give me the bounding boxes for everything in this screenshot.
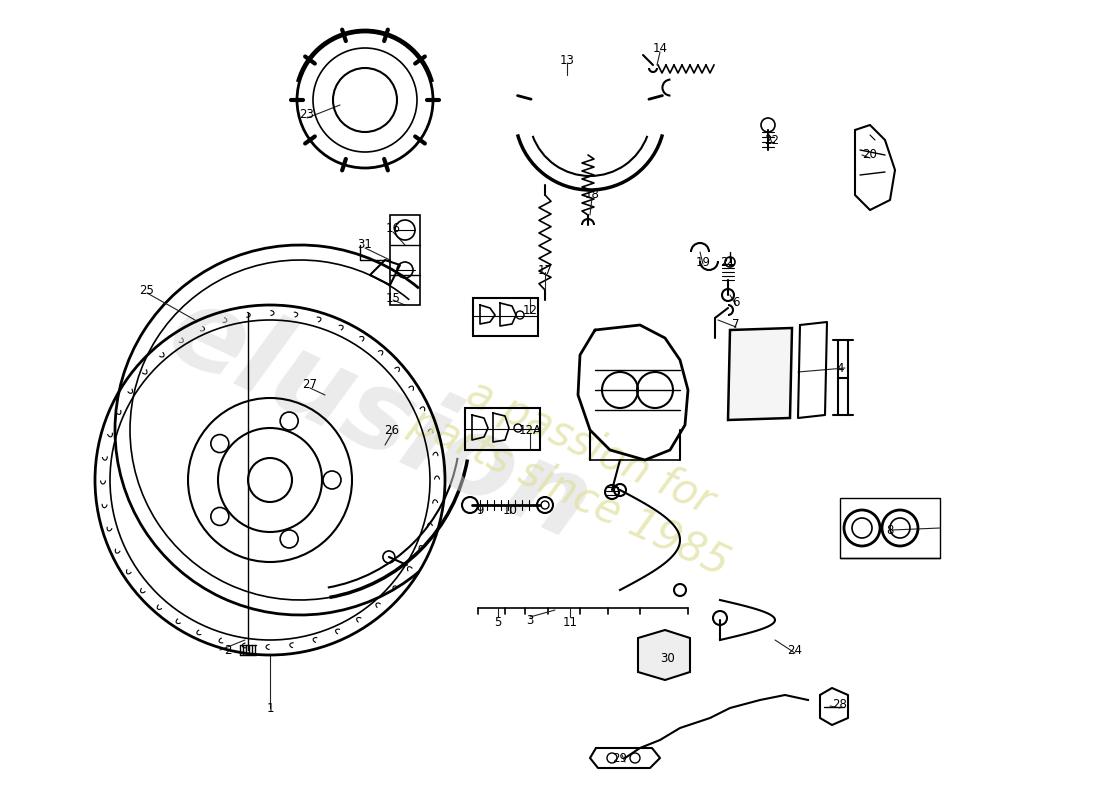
Text: 21: 21: [720, 255, 736, 269]
Text: 8: 8: [887, 523, 893, 537]
Text: 2: 2: [224, 643, 232, 657]
Bar: [840, 498, 940, 558]
Text: 19: 19: [695, 255, 711, 269]
Text: 25: 25: [140, 283, 154, 297]
Text: 14: 14: [652, 42, 668, 54]
Text: 11: 11: [562, 615, 578, 629]
Text: 18: 18: [584, 189, 600, 202]
Text: 13: 13: [560, 54, 574, 66]
Text: 27: 27: [302, 378, 318, 391]
Text: 24: 24: [788, 643, 803, 657]
Text: 23: 23: [299, 109, 315, 122]
Text: 15: 15: [386, 291, 400, 305]
Text: 29: 29: [613, 751, 627, 765]
Text: 4: 4: [836, 362, 844, 374]
Bar: [390, 215, 420, 305]
Text: 31: 31: [358, 238, 373, 251]
Polygon shape: [638, 630, 690, 680]
Bar: [473, 298, 538, 336]
Text: 20: 20: [862, 149, 878, 162]
Text: 16: 16: [385, 222, 400, 234]
Text: 7: 7: [733, 318, 739, 331]
Text: 12A: 12A: [518, 423, 541, 437]
Text: 5: 5: [494, 615, 502, 629]
Text: 26: 26: [385, 423, 399, 437]
Text: 22: 22: [764, 134, 780, 146]
Text: a passion for
parts since 1985: a passion for parts since 1985: [404, 355, 757, 585]
Text: elusion: elusion: [153, 276, 607, 564]
Text: 17: 17: [538, 263, 552, 277]
Text: 3: 3: [526, 614, 534, 626]
Text: 12: 12: [522, 303, 538, 317]
Text: 10: 10: [503, 503, 517, 517]
Text: 6: 6: [733, 295, 739, 309]
Text: 30: 30: [661, 651, 675, 665]
Text: 28: 28: [833, 698, 847, 711]
Polygon shape: [728, 328, 792, 420]
Text: 9: 9: [476, 503, 484, 517]
Text: 1: 1: [266, 702, 274, 714]
Bar: [465, 408, 540, 450]
